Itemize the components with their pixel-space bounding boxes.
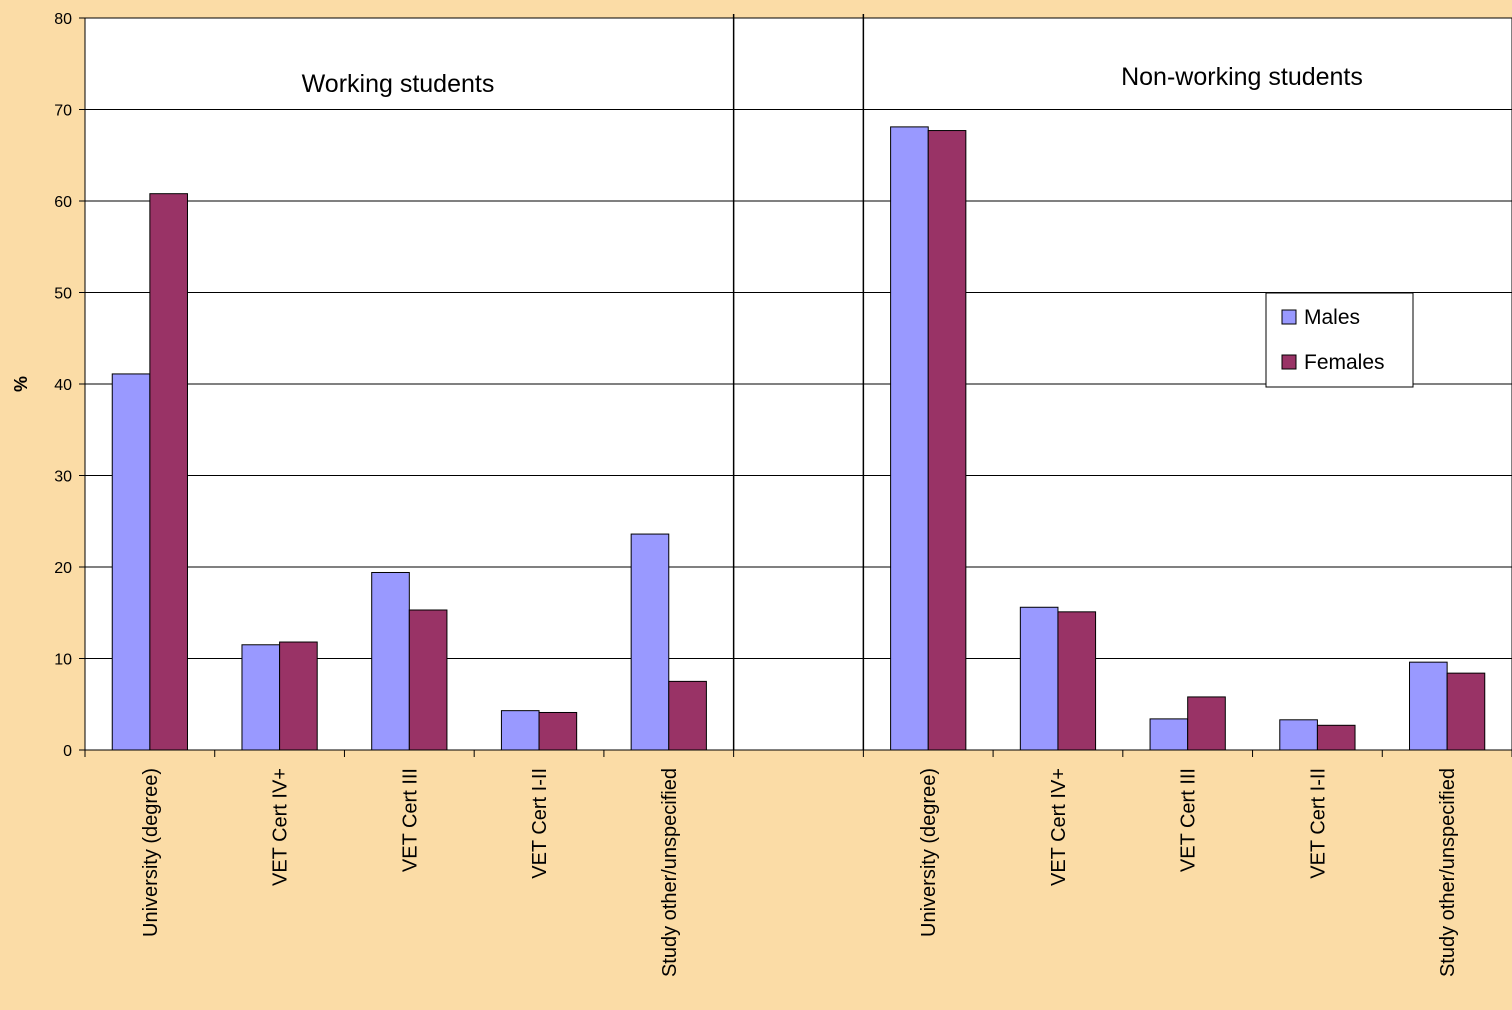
y-tick-label-80: 80 xyxy=(54,11,72,28)
bar-females-2 xyxy=(408,609,448,751)
bar-females-4 xyxy=(668,680,707,751)
y-tick-label-30: 30 xyxy=(54,469,72,486)
bars xyxy=(111,126,1486,751)
x-tick-label-3: VET Cert I-II xyxy=(529,768,551,879)
legend-swatch-females xyxy=(1281,354,1297,370)
bar-males-1 xyxy=(241,644,281,751)
bar-males-4 xyxy=(630,533,670,751)
bar-females-1 xyxy=(279,641,318,751)
legend-label-males: Males xyxy=(1304,306,1360,329)
bar-males-10 xyxy=(1409,661,1448,751)
y-tick-label-20: 20 xyxy=(54,560,72,577)
bar-males-2 xyxy=(371,571,410,751)
bar-females-9 xyxy=(1316,724,1356,751)
group-separators xyxy=(732,14,865,750)
legend-label-females: Females xyxy=(1304,351,1385,374)
bar-females-6 xyxy=(927,130,967,751)
bar-males-3 xyxy=(500,710,540,751)
y-axis-label: % xyxy=(11,376,31,392)
annotation-working-students: Working students xyxy=(302,70,495,98)
y-tick-label-40: 40 xyxy=(54,377,72,394)
x-tick-label-7: VET Cert IV+ xyxy=(1048,768,1070,886)
y-tick-label-0: 0 xyxy=(63,743,72,760)
x-tick-label-9: VET Cert I-II xyxy=(1307,768,1329,879)
x-tick-label-6: University (degree) xyxy=(918,768,940,937)
x-tick-label-0: University (degree) xyxy=(140,768,162,937)
y-tick-label-60: 60 xyxy=(54,194,72,211)
x-tick-labels: University (degree) VET Cert IV+ VET Cert … xyxy=(140,768,1459,977)
bar-females-8 xyxy=(1187,696,1226,751)
bar-males-9 xyxy=(1279,719,1318,751)
y-tick-label-10: 10 xyxy=(54,652,72,669)
x-tick-label-8: VET Cert III xyxy=(1178,768,1200,872)
bar-males-7 xyxy=(1019,606,1059,751)
legend: Males Females xyxy=(1265,292,1414,388)
bar-females-7 xyxy=(1057,611,1097,751)
bar-females-3 xyxy=(538,711,578,751)
bar-males-0 xyxy=(111,373,151,751)
annotation-non-working-students: Non-working students xyxy=(1121,63,1363,91)
x-tick-label-4: Study other/unspecified xyxy=(659,768,681,977)
y-tick-label-70: 70 xyxy=(54,103,72,120)
legend-box xyxy=(1265,292,1414,388)
bar-males-6 xyxy=(890,126,929,751)
y-tick-labels: 0 10 20 30 40 50 60 70 80 xyxy=(54,11,72,760)
x-tick-label-1: VET Cert IV+ xyxy=(270,768,292,886)
bar-females-0 xyxy=(149,193,188,751)
x-tick-label-2: VET Cert III xyxy=(399,768,421,872)
bar-males-8 xyxy=(1149,718,1189,751)
legend-swatch-males xyxy=(1281,309,1297,325)
axes xyxy=(79,17,1512,757)
y-tick-label-50: 50 xyxy=(54,286,72,303)
bar-females-10 xyxy=(1446,672,1486,751)
x-tick-label-10: Study other/unspecified xyxy=(1437,768,1459,977)
